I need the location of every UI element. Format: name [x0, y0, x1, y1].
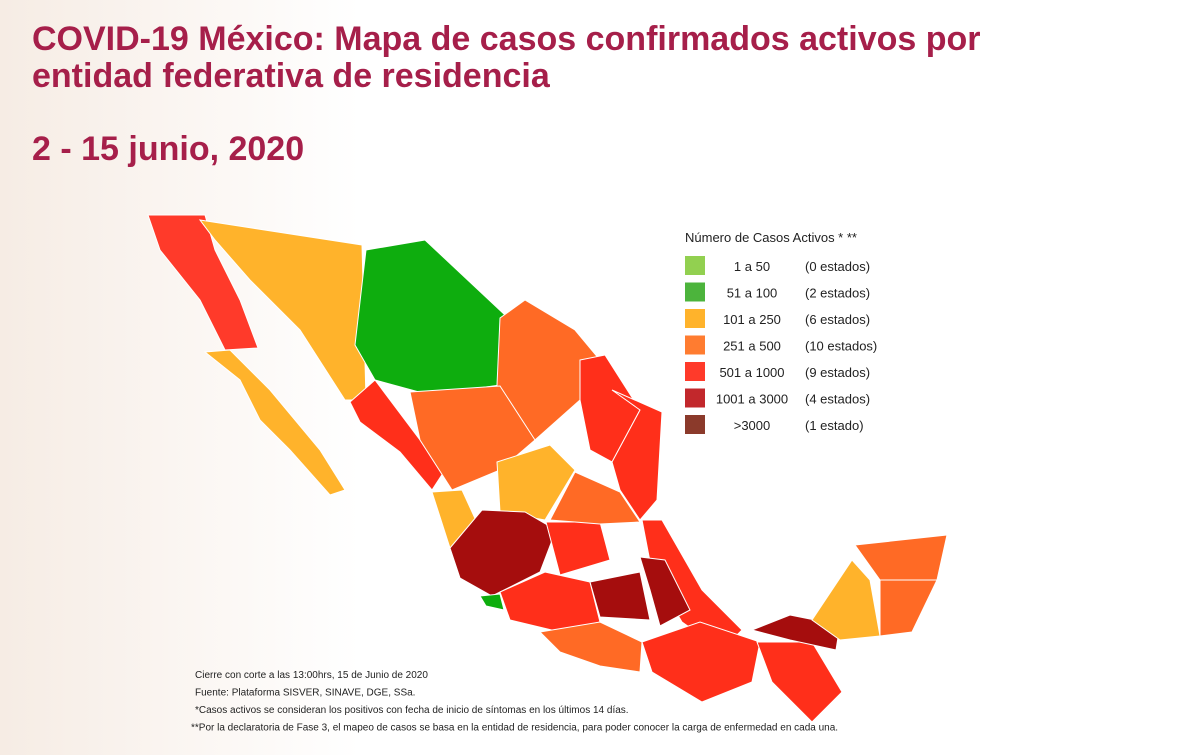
legend-swatch — [685, 415, 705, 434]
legend-count: (2 estados) — [805, 286, 870, 301]
legend-count: (4 estados) — [805, 392, 870, 407]
title: COVID-19 México: Mapa de casos confirmad… — [32, 20, 981, 58]
legend-count: (1 estado) — [805, 418, 864, 433]
state — [611, 389, 663, 521]
legend-range: >3000 — [734, 418, 771, 433]
legend-range: 251 a 500 — [723, 339, 781, 354]
footnote: *Casos activos se consideran los positiv… — [195, 705, 629, 716]
state — [549, 471, 641, 525]
legend-range: 51 a 100 — [727, 286, 778, 301]
date: 2 - 15 junio, 2020 — [32, 130, 304, 168]
legend-swatch — [685, 282, 705, 302]
state — [449, 509, 557, 597]
state — [811, 559, 881, 641]
map — [147, 214, 948, 723]
legend-count: (0 estados) — [805, 259, 870, 274]
legend-swatch — [685, 335, 705, 355]
state — [496, 444, 576, 521]
footnote: **Por la declaratoria de Fase 3, el mape… — [191, 723, 838, 734]
legend-range: 1 a 50 — [734, 259, 770, 274]
state — [639, 556, 691, 627]
state — [479, 593, 505, 611]
state — [198, 219, 367, 401]
state — [641, 621, 761, 703]
legend-swatch — [685, 388, 705, 408]
legend-range: 501 a 1000 — [719, 365, 784, 380]
legend-count: (6 estados) — [805, 312, 870, 327]
title: entidad federativa de residencia — [32, 57, 551, 95]
legend-count: (10 estados) — [805, 339, 877, 354]
legend-count: (9 estados) — [805, 365, 870, 380]
state — [349, 379, 446, 491]
legend-swatch — [685, 309, 705, 328]
footnote: Fuente: Plataforma SISVER, SINAVE, DGE, … — [195, 688, 415, 699]
legend-swatch — [685, 256, 705, 275]
state — [538, 621, 643, 673]
state — [203, 349, 346, 496]
legend-swatch — [685, 362, 705, 381]
state — [879, 579, 938, 637]
footnote: Cierre con corte a las 13:00hrs, 15 de J… — [195, 670, 428, 681]
legend-range: 1001 a 3000 — [716, 392, 788, 407]
state — [589, 571, 651, 621]
legend-range: 101 a 250 — [723, 312, 781, 327]
legend-title: Número de Casos Activos * ** — [685, 230, 857, 245]
